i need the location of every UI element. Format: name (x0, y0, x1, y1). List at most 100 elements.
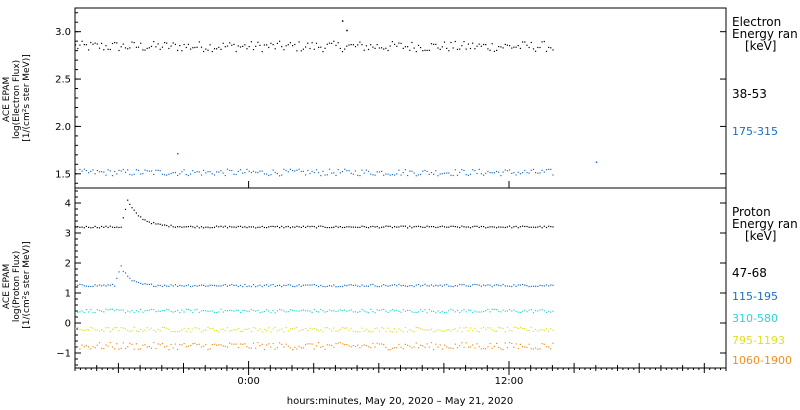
data-point (517, 284, 519, 286)
data-point (441, 330, 443, 332)
data-point (266, 284, 268, 286)
data-point (270, 331, 272, 333)
data-point (81, 284, 83, 286)
data-point (344, 168, 346, 170)
data-point (250, 331, 252, 333)
data-point (300, 50, 302, 52)
data-point (116, 327, 118, 329)
data-point (333, 310, 335, 312)
data-point (500, 285, 502, 287)
data-point (252, 284, 255, 286)
data-point (411, 285, 413, 287)
data-point (144, 344, 146, 346)
data-point (318, 311, 320, 313)
data-point (216, 312, 218, 314)
data-point (526, 44, 528, 46)
data-point (344, 226, 346, 228)
data-point (259, 226, 261, 228)
data-point (326, 285, 328, 287)
data-point (472, 226, 474, 228)
data-point (190, 286, 192, 288)
data-point (94, 329, 96, 331)
data-point (424, 226, 426, 228)
data-point (472, 311, 474, 314)
data-point (350, 346, 352, 348)
data-point (524, 346, 526, 348)
data-point (209, 348, 211, 350)
data-point (537, 172, 539, 174)
data-point (92, 43, 94, 45)
data-point (422, 226, 424, 228)
data-point (196, 285, 198, 287)
data-point (255, 286, 257, 288)
data-point (322, 51, 324, 53)
data-point (548, 46, 550, 48)
data-point (493, 172, 495, 174)
data-point (257, 329, 259, 332)
data-point (114, 327, 116, 329)
data-point (502, 47, 504, 49)
data-point (172, 311, 174, 313)
y-tick-label: 3 (65, 229, 71, 240)
data-point (276, 330, 278, 332)
data-point (539, 225, 541, 227)
data-point (114, 226, 116, 229)
data-point (192, 343, 194, 345)
data-point (350, 309, 352, 311)
data-point (213, 226, 216, 228)
data-point (328, 328, 331, 330)
data-point (153, 285, 155, 287)
data-point (137, 46, 140, 48)
data-point (467, 330, 469, 332)
data-point (433, 285, 435, 287)
data-point (407, 309, 409, 312)
data-point (389, 330, 391, 332)
data-point (250, 41, 252, 43)
data-point (367, 330, 370, 332)
data-point (404, 46, 406, 48)
data-point (164, 310, 166, 312)
data-point (146, 47, 148, 49)
data-point (474, 310, 476, 312)
data-point (248, 170, 250, 172)
data-point (352, 226, 354, 228)
data-point (354, 331, 357, 333)
data-point (424, 49, 426, 51)
data-point (550, 311, 552, 313)
data-point (450, 285, 452, 287)
data-point (354, 284, 357, 286)
data-point (511, 172, 513, 174)
data-point (511, 342, 513, 344)
data-point (485, 172, 487, 174)
data-point (315, 169, 318, 171)
data-point (244, 172, 246, 174)
data-point (133, 348, 135, 350)
data-point (276, 310, 278, 312)
data-point (352, 284, 354, 287)
data-point (92, 346, 94, 348)
data-point (352, 345, 354, 347)
data-point (374, 226, 376, 228)
data-point (357, 44, 359, 46)
data-point (404, 225, 406, 227)
data-point (83, 168, 85, 170)
data-point (144, 169, 146, 171)
data-point (359, 41, 361, 43)
data-point (350, 226, 352, 228)
data-point (357, 174, 359, 176)
data-point (504, 43, 506, 45)
data-point (131, 174, 133, 176)
data-point (287, 311, 289, 313)
data-point (166, 285, 168, 287)
data-point (283, 310, 285, 312)
data-point (179, 284, 181, 286)
data-point (107, 284, 109, 286)
data-point (250, 286, 252, 288)
data-point (465, 48, 467, 50)
data-point (129, 47, 131, 49)
data-point (140, 308, 142, 310)
legend-entry: 310-580 (732, 312, 778, 325)
data-point (526, 346, 528, 348)
data-point (315, 284, 318, 287)
data-point (324, 327, 326, 329)
